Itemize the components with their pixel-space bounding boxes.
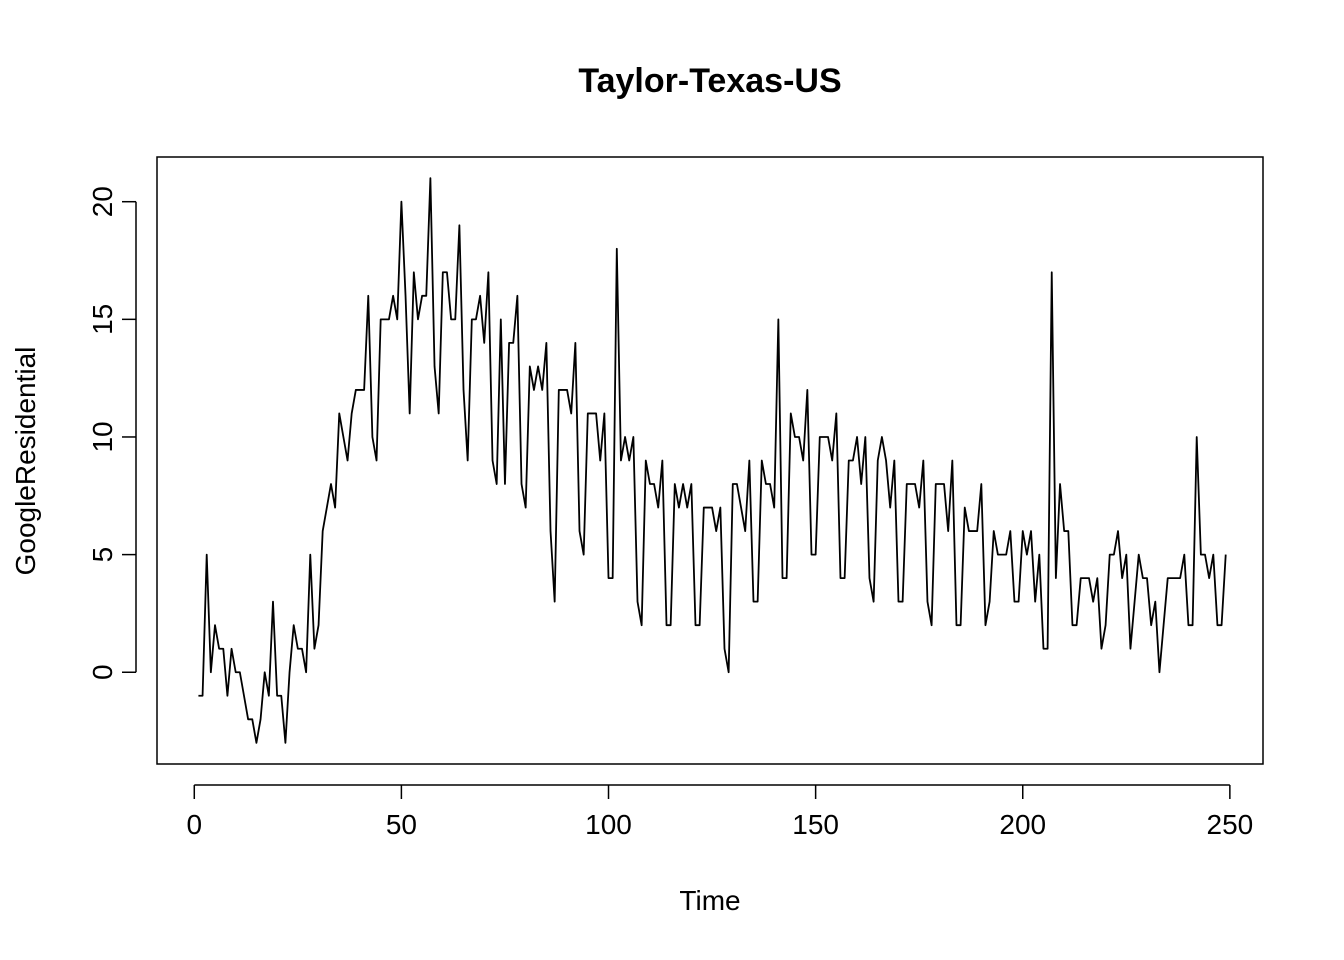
chart-title: Taylor-Texas-US bbox=[578, 62, 841, 100]
y-tick-label: 0 bbox=[87, 664, 118, 680]
x-tick-label: 0 bbox=[186, 809, 202, 840]
plot-frame bbox=[156, 156, 1264, 765]
x-tick-label: 100 bbox=[585, 809, 632, 840]
y-tick-label: 20 bbox=[87, 186, 118, 217]
y-tick-label: 15 bbox=[87, 304, 118, 335]
y-tick-label: 10 bbox=[87, 421, 118, 452]
x-axis-label: Time bbox=[679, 885, 740, 916]
y-tick-label: 5 bbox=[87, 547, 118, 563]
x-tick-label: 250 bbox=[1207, 809, 1254, 840]
x-axis: 0 50 100 150 200 250 bbox=[186, 784, 1254, 840]
y-axis: 0 5 10 15 20 bbox=[87, 186, 137, 680]
x-tick-label: 200 bbox=[999, 809, 1046, 840]
series-line bbox=[198, 177, 1227, 744]
x-tick-label: 50 bbox=[386, 809, 417, 840]
y-axis-label: GoogleResidential bbox=[10, 347, 41, 576]
x-tick-label: 150 bbox=[792, 809, 839, 840]
